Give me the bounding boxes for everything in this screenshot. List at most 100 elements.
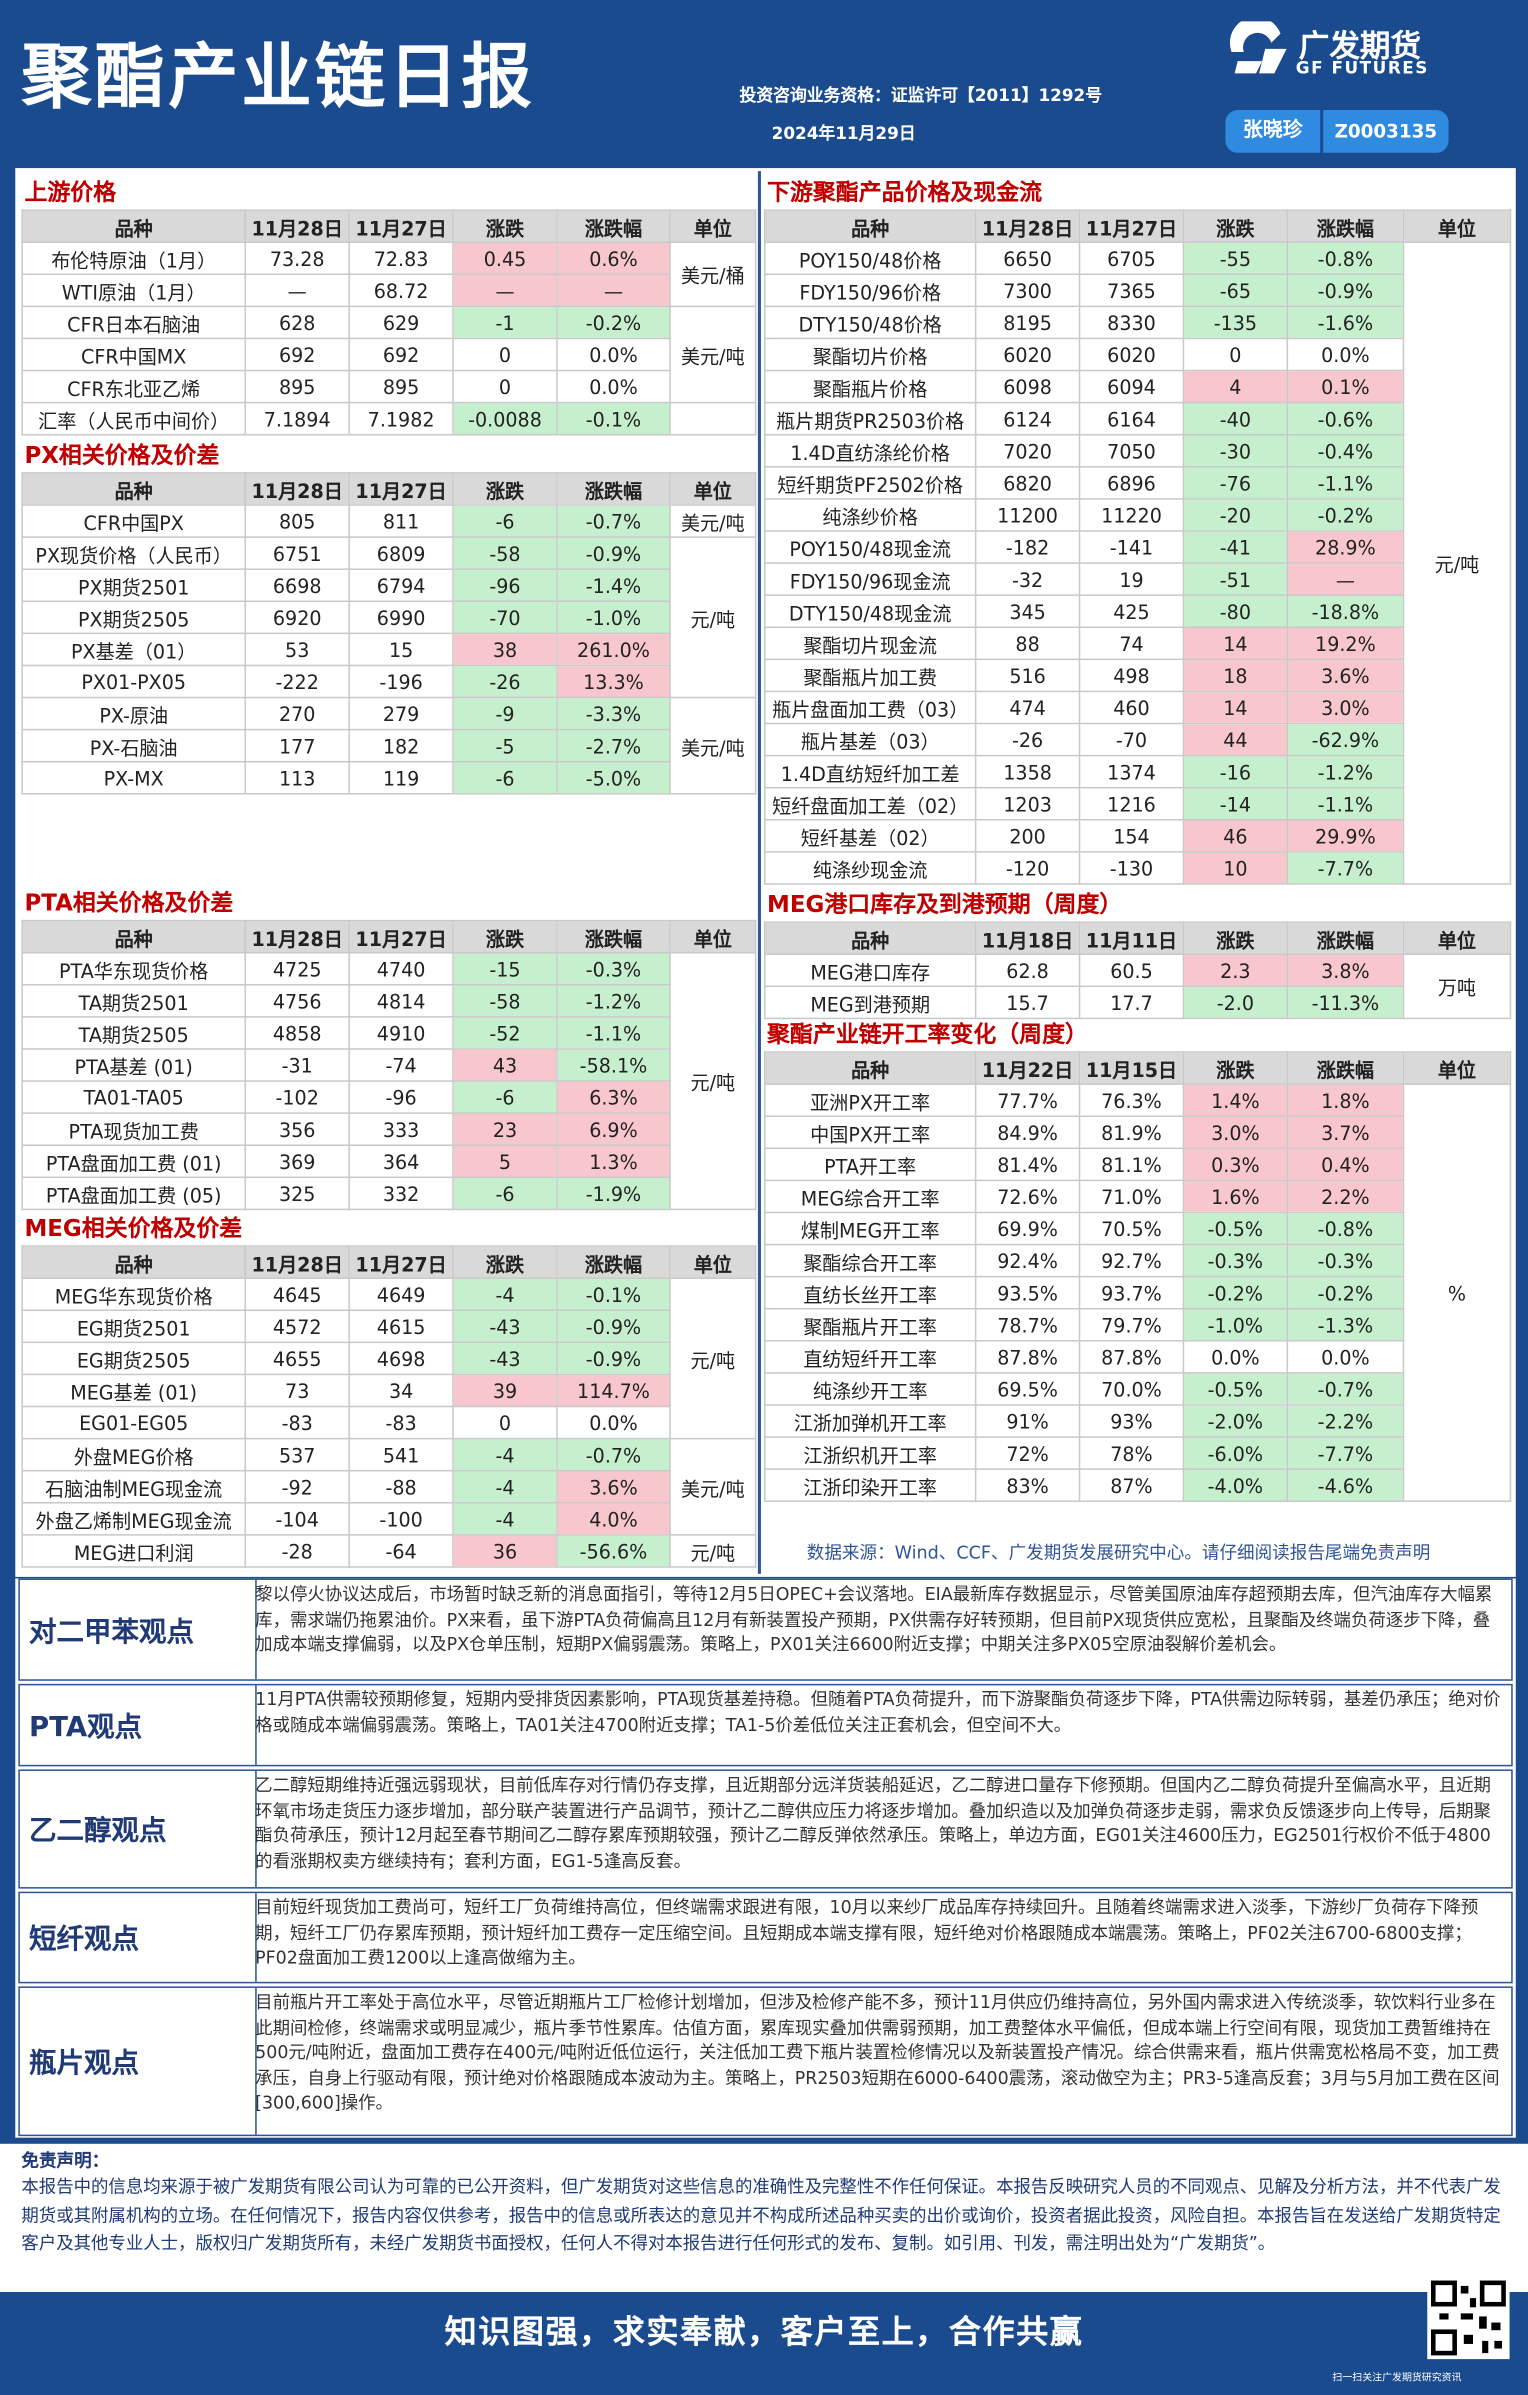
cell: -26 <box>452 664 558 699</box>
row: CFR东北亚乙烯 895 895 0 0.0% <box>21 369 755 404</box>
cell: 4858 <box>244 1016 350 1050</box>
column-header: 涨跌 <box>1182 209 1289 243</box>
column-header: 11月11日 <box>1078 921 1185 956</box>
row-label: MEG华东现货价格 <box>21 1277 247 1312</box>
cell: 7300 <box>974 273 1081 308</box>
cell: 7050 <box>1078 433 1185 468</box>
cell: -80 <box>1182 594 1289 629</box>
unit: 元/吨 <box>669 1534 757 1568</box>
opinion-text: 乙二醇短期维持近强远弱现状，目前低库存对行情仍存支撑，且近期部分远洋货装船延迟，… <box>255 1774 1491 1872</box>
cell: -15 <box>452 951 558 986</box>
column-header: 涨跌幅 <box>556 472 671 506</box>
unit: 元/吨 <box>669 951 757 1211</box>
row: WTI原油（1月） —68.72— — <box>21 273 755 308</box>
cell: -0.3% <box>1286 1243 1405 1278</box>
cell: 628 <box>244 305 350 340</box>
column-header: 涨跌幅 <box>1286 921 1405 956</box>
row-label: TA01-TA05 <box>21 1080 247 1114</box>
row: 布伦特原油（1月） 73.28 72.83 0.45 0.6% 美元/桶 <box>21 241 757 308</box>
slogan: 知识图强，求实奉献，客户至上，合作共赢 <box>444 2313 1084 2351</box>
row: 纯涤纱开工率 69.5% 70.0% -0.5% -0.7% <box>763 1372 1511 1406</box>
row-label: MEG到港预期 <box>763 985 977 1020</box>
cell: -1.2% <box>556 984 671 1018</box>
cell: 0 <box>452 337 558 372</box>
cell: 4655 <box>244 1341 350 1376</box>
cell: 46 <box>1182 819 1289 853</box>
cell: -182 <box>974 530 1081 564</box>
cell: 91% <box>974 1404 1081 1438</box>
cell: -0.5% <box>1182 1211 1289 1246</box>
row-label: DTY150/48现金流 <box>763 594 977 629</box>
row: 短纤期货PF2502价格 6820 6896 -76 -1.1% <box>763 466 1511 500</box>
cell: 83% <box>974 1468 1081 1503</box>
cell: -70 <box>452 600 558 635</box>
cell: 261.0% <box>556 632 671 667</box>
data-table: 品种 11月28日 11月27日 涨跌 涨跌幅 单位 MEG华东现货价格 4645 4649 -4… <box>21 1245 757 1568</box>
cell: -2.2% <box>1286 1404 1405 1438</box>
cell: 460 <box>1078 690 1185 725</box>
cell: -4 <box>452 1437 558 1472</box>
data-table: 品种 11月28日 11月27日 涨跌 涨跌幅 单位 CFR中国PX 805 811 -6 -0.7… <box>21 472 757 795</box>
cell: 3.6% <box>1286 658 1405 693</box>
cell: 2.3 <box>1182 953 1289 988</box>
cell: -0.2% <box>1286 498 1405 532</box>
column-header: 11月28日 <box>244 919 350 954</box>
cell: -1.2% <box>1286 754 1405 789</box>
row-label: WTI原油（1月） <box>21 273 247 308</box>
column-header: 11月28日 <box>974 209 1081 243</box>
cell: -62.9% <box>1286 722 1405 757</box>
cell: 0.0% <box>556 369 671 404</box>
cell: 8330 <box>1078 305 1185 340</box>
cell: 0.0% <box>556 337 671 372</box>
cell: 7365 <box>1078 273 1185 308</box>
cell: -11.3% <box>1286 985 1405 1020</box>
cell: 6094 <box>1078 369 1185 404</box>
cell: 4572 <box>244 1309 350 1344</box>
row: 江浙加弹机开工率 91% 93% -2.0% -2.2% <box>763 1404 1511 1438</box>
cell: 113 <box>244 760 350 795</box>
cell: 0.0% <box>1182 1340 1289 1374</box>
cell: 1.3% <box>556 1144 671 1179</box>
cell: -2.7% <box>556 728 671 763</box>
cell: -92 <box>244 1469 350 1504</box>
cell: 6124 <box>974 401 1081 436</box>
row: EG期货2501 4572 4615 -43 -0.9% <box>21 1309 755 1344</box>
cell: 114.7% <box>556 1373 671 1408</box>
row: PTA华东现货价格 4725 4740 -15 -0.3% 元/吨 <box>21 951 757 1211</box>
unit-empty <box>669 401 757 436</box>
row-label: EG期货2501 <box>21 1309 247 1344</box>
row: 石脑油制MEG现金流 -92 -88 -4 3.6% <box>21 1469 755 1504</box>
row: 直纺短纤开工率 87.8% 87.8% 0.0% 0.0% <box>763 1340 1511 1374</box>
cell: -52 <box>452 1016 558 1050</box>
row: PX01-PX05 -222 -196 -26 13.3% <box>21 664 755 699</box>
cell: 6020 <box>1078 337 1185 372</box>
cell: 6020 <box>974 337 1081 372</box>
cell: 72% <box>974 1436 1081 1470</box>
row: 短纤基差（02） 200 154 46 29.9% <box>763 819 1511 853</box>
cell: 0.4% <box>1286 1147 1405 1182</box>
opinion: 乙二醇观点 乙二醇短期维持近强远弱现状，目前低库存对行情仍存支撑，且近期部分远洋货… <box>18 1769 1513 1889</box>
cell: 5 <box>452 1144 558 1179</box>
cell: 76.3% <box>1078 1083 1185 1117</box>
row: 1.4D直纺短纤加工差 1358 1374 -16 -1.2% <box>763 754 1511 789</box>
table-block: PTA相关价格及价差 品种 11月28日 11月27日 涨跌 涨跌幅 单位 PTA华东现货价格… <box>21 886 757 1211</box>
header-row: 品种 11月18日 11月11日 涨跌 涨跌幅 单位 <box>763 921 1512 956</box>
cell: 7.1894 <box>244 401 350 436</box>
cell: 84.9% <box>974 1115 1081 1150</box>
opinion: 对二甲苯观点 黎以停火协议达成后，市场暂时缺乏新的消息面指引，等待12月5日OPE… <box>18 1578 1513 1681</box>
cell: 0.3% <box>1182 1147 1289 1182</box>
data-table: 品种 11月22日 11月15日 涨跌 涨跌幅 单位 亚洲PX开工率 77.7% 76.3% 1.… <box>763 1051 1512 1503</box>
section-title: PX相关价格及价差 <box>24 441 220 470</box>
cell: -0.9% <box>1286 273 1405 308</box>
cell: -20 <box>1182 498 1289 532</box>
row: PX期货2505 6920 6990 -70 -1.0% <box>21 600 755 635</box>
cell: -0.2% <box>556 305 671 340</box>
row-label: MEG进口利润 <box>21 1534 247 1568</box>
cell: -9 <box>452 696 558 731</box>
row-label: PTA开工率 <box>763 1147 977 1182</box>
cell: 13.3% <box>556 664 671 699</box>
logo-cn: 广发期货 <box>1298 27 1422 65</box>
cell: -2.0% <box>1182 1404 1289 1438</box>
cell: 6990 <box>348 600 454 635</box>
cell: -1.1% <box>1286 466 1405 500</box>
